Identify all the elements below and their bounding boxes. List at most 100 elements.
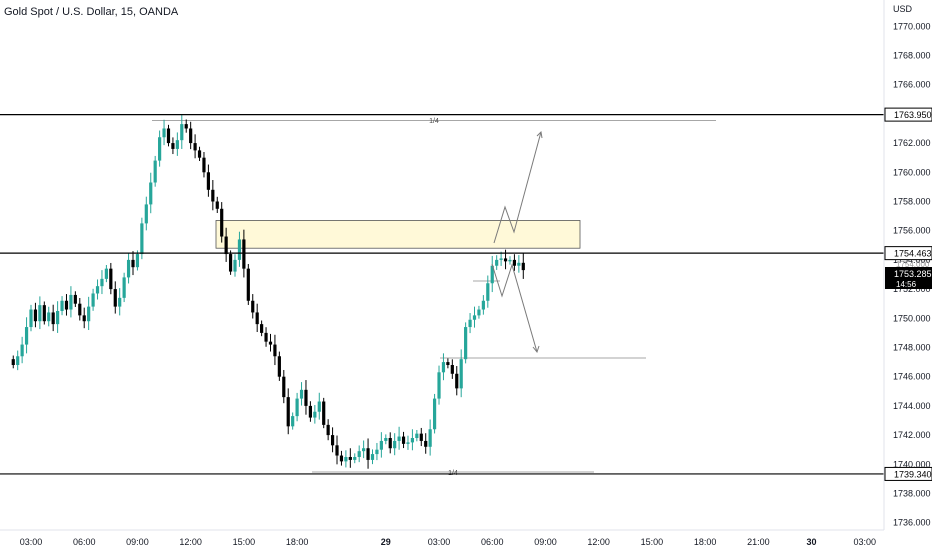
candle-body xyxy=(406,442,410,444)
candle xyxy=(304,380,308,415)
horizontal-levels[interactable] xyxy=(0,114,884,475)
candle xyxy=(481,295,485,315)
candle xyxy=(206,164,210,197)
candle-body xyxy=(189,128,193,144)
time-tick-label: 18:00 xyxy=(286,537,309,547)
candle xyxy=(490,255,494,293)
price-tick-label: 1766.000 xyxy=(893,80,931,90)
candle-body xyxy=(104,268,108,279)
candle-body xyxy=(419,433,423,441)
candle-body xyxy=(215,201,219,209)
candle xyxy=(388,432,392,454)
candle-body xyxy=(468,319,472,328)
candle xyxy=(286,388,290,435)
candle-body xyxy=(33,309,38,322)
candle-body xyxy=(295,398,299,417)
price-tick-label: 1760.000 xyxy=(893,167,931,177)
candle-body xyxy=(486,283,490,301)
price-tick-label: 1746.000 xyxy=(893,372,931,382)
candle xyxy=(517,255,521,273)
candle xyxy=(330,427,335,453)
candle-body xyxy=(184,124,188,129)
candle-body xyxy=(69,294,73,310)
candle xyxy=(326,419,330,441)
candle xyxy=(60,296,64,316)
candle-body xyxy=(175,140,179,149)
candle-body xyxy=(393,440,397,449)
candle-body xyxy=(224,236,228,255)
candle xyxy=(237,231,242,267)
candle-body xyxy=(11,359,15,366)
price-axis[interactable]: 1770.0001768.0001766.0001764.0001762.000… xyxy=(893,21,931,527)
candle xyxy=(233,254,237,277)
level-label: 1763.950 xyxy=(894,110,932,120)
level-label-box xyxy=(884,107,932,122)
candle xyxy=(189,121,193,150)
candle-body xyxy=(508,259,512,262)
candle-body xyxy=(268,341,273,345)
candle xyxy=(437,365,441,405)
candle-body xyxy=(299,389,304,399)
candle xyxy=(33,302,38,328)
candle xyxy=(268,333,273,352)
time-tick-label: 06:00 xyxy=(481,537,504,547)
candle xyxy=(419,427,423,447)
candle xyxy=(140,217,144,260)
candle-body xyxy=(353,456,357,460)
candle-body xyxy=(16,356,20,366)
candle-body xyxy=(60,300,64,311)
candle-body xyxy=(113,289,117,307)
candle-body xyxy=(149,182,153,205)
candle-body xyxy=(282,376,286,398)
candle-body xyxy=(242,239,246,269)
candle-body xyxy=(255,312,259,325)
candle xyxy=(357,445,361,463)
candle-body xyxy=(459,359,463,389)
candle-body xyxy=(91,293,95,307)
candle-body xyxy=(193,143,197,151)
candle-body xyxy=(286,397,290,427)
time-tick-label: 09:00 xyxy=(534,537,557,547)
candle xyxy=(495,255,499,270)
candle xyxy=(370,449,375,465)
candle xyxy=(197,146,202,161)
candle-body xyxy=(87,306,91,322)
candle xyxy=(69,286,73,318)
candle-body xyxy=(464,327,468,360)
level-label-box xyxy=(884,246,932,261)
candle xyxy=(158,130,162,167)
time-tick-label: 03:00 xyxy=(854,537,877,547)
candle xyxy=(393,433,397,456)
chart-title: Gold Spot / U.S. Dollar, 15, OANDA xyxy=(4,6,179,18)
candle-body xyxy=(135,254,140,268)
projection-paths[interactable] xyxy=(491,130,543,354)
level-label: 1739.340 xyxy=(894,469,932,479)
candle-body xyxy=(51,312,55,325)
candle-body xyxy=(82,315,86,322)
candle-body xyxy=(317,401,321,412)
candle-body xyxy=(162,128,166,138)
supply-zone[interactable] xyxy=(215,220,581,249)
candle xyxy=(424,433,428,454)
candle xyxy=(144,196,148,231)
candle-body xyxy=(348,456,352,460)
candle xyxy=(308,401,313,422)
candle xyxy=(406,435,410,450)
candle-body xyxy=(126,259,131,278)
candle xyxy=(220,202,224,243)
time-tick-label: 12:00 xyxy=(587,537,610,547)
candle xyxy=(113,281,117,314)
currency-label: USD xyxy=(893,4,913,14)
candle-body xyxy=(455,373,459,389)
candle xyxy=(42,301,46,325)
candle-body xyxy=(206,172,210,190)
candle xyxy=(100,270,104,295)
time-tick-label: 12:00 xyxy=(179,537,202,547)
time-axis[interactable]: 03:00 06:00 09:00 12:00 15:00 18:00 29 03:00 06:… xyxy=(20,537,876,547)
candle xyxy=(450,359,454,379)
candle xyxy=(87,296,91,331)
candle xyxy=(122,272,126,303)
candle-body xyxy=(109,268,113,290)
candle-body xyxy=(251,300,255,313)
